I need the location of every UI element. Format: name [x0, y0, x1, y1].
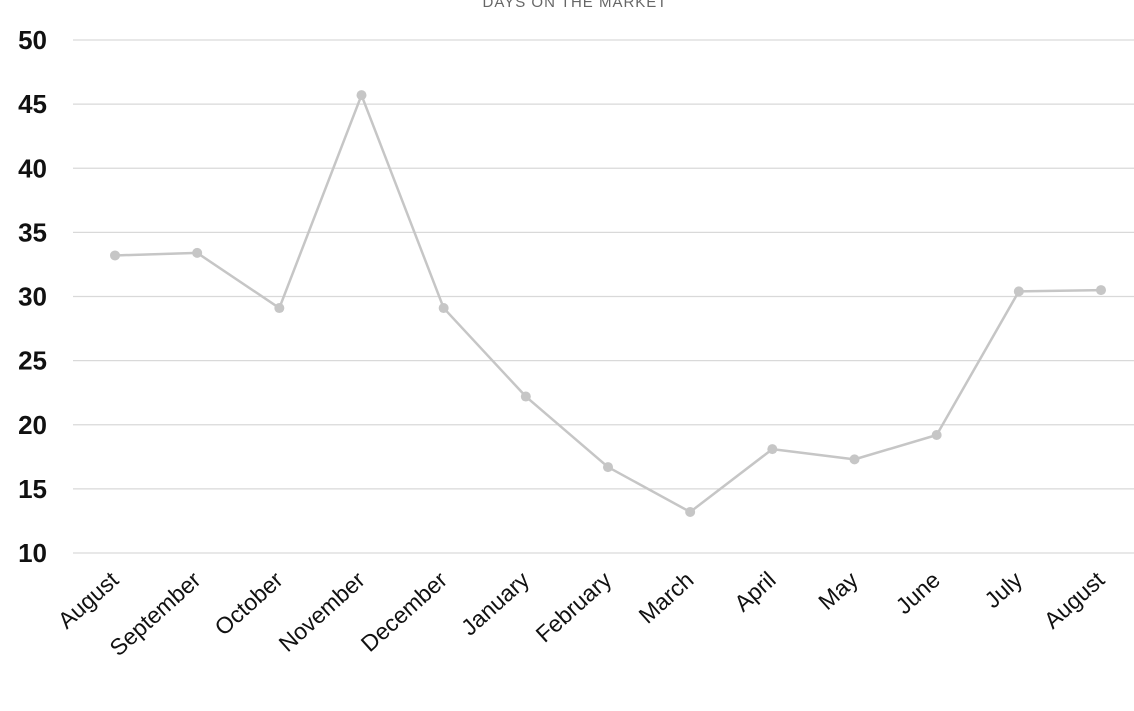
data-point [603, 462, 613, 473]
y-tick-label: 15 [18, 474, 47, 504]
series-line [114, 93, 1102, 514]
x-tick-label: August [53, 566, 124, 634]
chart-title: DAYS ON THE MARKET [483, 0, 668, 11]
x-tick-label: March [634, 566, 699, 628]
x-tick-label: May [813, 566, 863, 615]
x-tick-label: August [1039, 566, 1110, 634]
x-tick-label: June [891, 566, 945, 619]
data-point [1096, 285, 1106, 296]
y-tick-label: 40 [18, 153, 47, 183]
x-tick-label: September [104, 566, 205, 661]
y-tick-label: 20 [18, 410, 47, 440]
x-tick-label: April [729, 566, 781, 616]
x-tick-label: November [274, 566, 370, 657]
series-layer [110, 90, 1106, 517]
y-tick-label: 25 [18, 346, 47, 376]
x-tick-label: January [456, 566, 535, 640]
x-tick-label: February [531, 566, 617, 647]
y-tick-label: 10 [18, 538, 47, 568]
data-point [767, 444, 778, 455]
x-tick-label: October [209, 566, 287, 640]
y-axis-tick-labels: 10 15 20 25 30 35 40 45 50 [18, 25, 47, 568]
x-tick-label: July [979, 566, 1027, 613]
data-point [685, 506, 696, 517]
grid-lines [73, 39, 1134, 554]
data-point [274, 303, 285, 314]
y-tick-label: 30 [18, 282, 47, 312]
y-tick-label: 50 [18, 25, 47, 55]
data-point [110, 250, 120, 261]
data-point [849, 454, 860, 465]
data-point [192, 247, 203, 258]
y-tick-label: 45 [18, 89, 47, 119]
data-point [520, 391, 531, 402]
data-point [931, 430, 942, 441]
data-point [438, 303, 449, 314]
data-point [356, 90, 367, 101]
x-tick-label: December [356, 566, 452, 657]
y-tick-label: 35 [18, 217, 47, 247]
data-point [1013, 286, 1024, 297]
